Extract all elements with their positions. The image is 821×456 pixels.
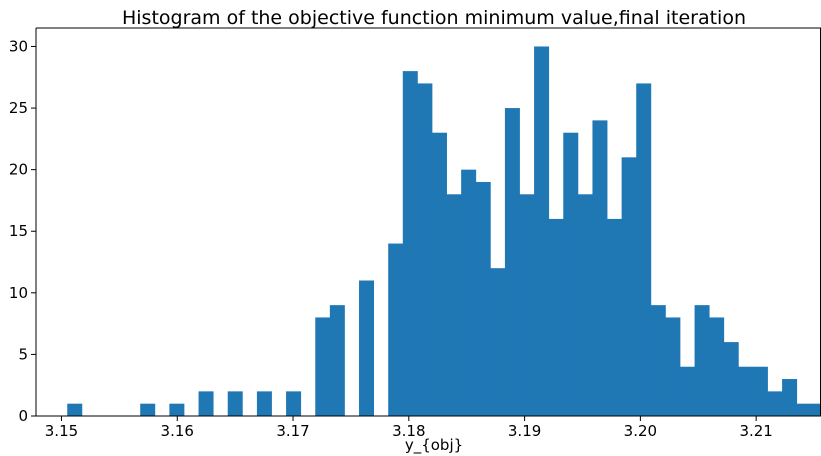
histogram-bar bbox=[738, 366, 754, 416]
histogram-bar bbox=[811, 403, 821, 416]
histogram-bar bbox=[796, 403, 812, 416]
chart-title: Histogram of the objective function mini… bbox=[122, 7, 746, 29]
y-tick-label: 10 bbox=[9, 284, 28, 302]
x-tick-label: 3.18 bbox=[392, 422, 425, 440]
x-tick-label: 3.20 bbox=[624, 422, 657, 440]
histogram-bar bbox=[417, 83, 433, 416]
histogram-bar bbox=[577, 194, 593, 416]
histogram-bar bbox=[621, 157, 637, 417]
histogram-bar bbox=[607, 218, 623, 416]
histogram-bar bbox=[402, 71, 418, 416]
histogram-bars bbox=[67, 46, 821, 417]
histogram-bar bbox=[665, 317, 681, 416]
y-tick-label: 5 bbox=[18, 345, 28, 363]
x-tick-label: 3.15 bbox=[45, 422, 78, 440]
histogram-bar bbox=[679, 366, 695, 416]
histogram-bar bbox=[752, 366, 768, 416]
x-axis-ticks: 3.15 3.16 3.17 3.18 3.19 3.20 3.21 bbox=[45, 416, 773, 440]
histogram-bar bbox=[694, 305, 710, 416]
histogram-bar bbox=[519, 194, 535, 416]
x-tick-label: 3.17 bbox=[276, 422, 309, 440]
y-axis-ticks: 0 5 10 15 20 25 30 bbox=[9, 37, 36, 425]
histogram-bar bbox=[329, 305, 345, 416]
histogram-bar bbox=[227, 391, 243, 416]
y-tick-label: 30 bbox=[9, 37, 28, 55]
histogram-bar bbox=[67, 403, 83, 416]
x-tick-label: 3.16 bbox=[161, 422, 194, 440]
histogram-bar bbox=[490, 268, 506, 416]
x-axis-label: y_{obj} bbox=[405, 436, 463, 455]
histogram-bar bbox=[709, 317, 725, 416]
histogram-bar bbox=[286, 391, 302, 416]
y-tick-label: 15 bbox=[9, 222, 28, 240]
histogram-bar bbox=[256, 391, 272, 416]
x-tick-label: 3.21 bbox=[739, 422, 772, 440]
y-tick-label: 20 bbox=[9, 161, 28, 179]
histogram-bar bbox=[650, 305, 666, 416]
histogram-bar bbox=[431, 132, 447, 416]
x-tick-label: 3.19 bbox=[508, 422, 541, 440]
histogram-bar bbox=[723, 342, 739, 416]
histogram-bar bbox=[548, 218, 564, 416]
histogram-bar bbox=[446, 194, 462, 416]
histogram-bar bbox=[636, 83, 652, 416]
histogram-bar bbox=[198, 391, 214, 416]
histogram-bar bbox=[359, 280, 375, 416]
y-tick-label: 25 bbox=[9, 99, 28, 117]
y-tick-label: 0 bbox=[18, 407, 28, 425]
histogram-bar bbox=[475, 181, 491, 416]
histogram-bar bbox=[169, 403, 185, 416]
histogram-bar bbox=[782, 379, 798, 416]
histogram-bar bbox=[140, 403, 156, 416]
histogram-bar bbox=[534, 46, 550, 416]
histogram-bar bbox=[592, 120, 608, 416]
histogram-bar bbox=[563, 132, 579, 416]
histogram-bar bbox=[504, 108, 520, 417]
histogram-bar bbox=[315, 317, 331, 416]
histogram-bar bbox=[767, 391, 783, 416]
histogram-bar bbox=[388, 243, 404, 416]
histogram-bar bbox=[461, 169, 477, 416]
